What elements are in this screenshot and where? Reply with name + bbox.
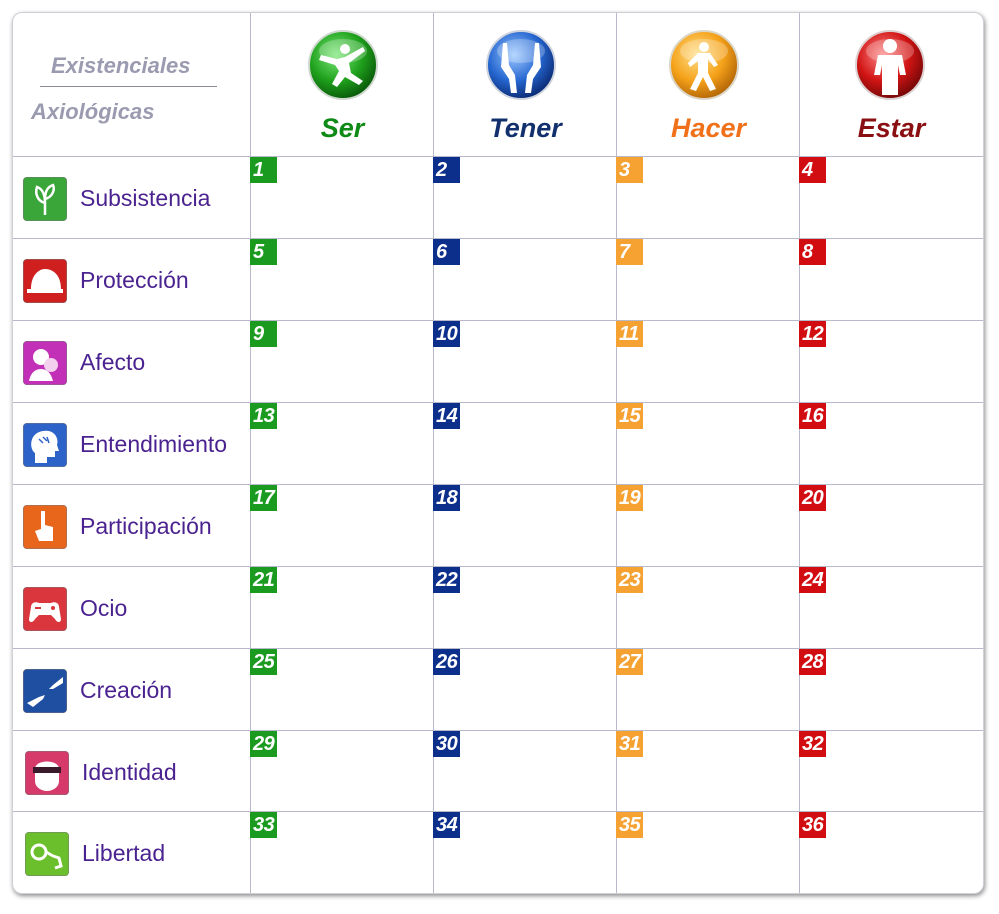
- row-label-subsistencia: Subsistencia: [80, 184, 211, 211]
- cell-number-badge: 35: [616, 812, 643, 838]
- cell-number-badge: 11: [616, 321, 643, 347]
- helmet-icon: [23, 259, 67, 303]
- cell-number-badge: 3: [616, 157, 643, 183]
- row-label-creacion: Creación: [80, 676, 173, 703]
- grid-line: [13, 238, 983, 239]
- cell-number-badge: 21: [250, 567, 277, 593]
- cell-number-badge: 7: [616, 239, 643, 265]
- row-header-subsistencia: Subsistencia: [13, 157, 250, 239]
- running-person-icon: [669, 30, 739, 100]
- row-label-ocio: Ocio: [80, 594, 128, 621]
- row-label-identidad: Identidad: [82, 758, 177, 785]
- row-label-afecto: Afecto: [80, 348, 146, 375]
- couple-icon: [23, 341, 67, 385]
- corner-axiologicas-label: Axiológicas: [31, 99, 155, 124]
- cell-number-badge: 30: [433, 731, 460, 757]
- column-title-estar: Estar: [857, 113, 926, 143]
- cell-number-badge: 34: [433, 812, 460, 838]
- row-header-entendimiento: Entendimiento: [13, 403, 250, 485]
- cell-number-badge: 29: [250, 731, 277, 757]
- standing-person-icon: [855, 30, 925, 100]
- row-header-creacion: Creación: [13, 649, 250, 731]
- cell-number-badge: 2: [433, 157, 460, 183]
- grid-line: [13, 402, 983, 403]
- grid-line: [13, 484, 983, 485]
- column-title-hacer: Hacer: [670, 113, 747, 143]
- cell-number-badge: 19: [616, 485, 643, 511]
- handcuffs-icon: [25, 832, 69, 876]
- grid-line: [616, 13, 617, 893]
- cell-number-badge: 12: [799, 321, 826, 347]
- cell-number-badge: 5: [250, 239, 277, 265]
- grid-line: [799, 13, 800, 893]
- grid-line: [13, 156, 983, 157]
- cell-number-badge: 9: [250, 321, 277, 347]
- cell-number-badge: 17: [250, 485, 277, 511]
- gamepad-icon: [23, 587, 67, 631]
- cell-number-badge: 24: [799, 567, 826, 593]
- cell-number-badge: 14: [433, 403, 460, 429]
- grid-line: [250, 13, 251, 893]
- column-header-estar: Estar: [800, 13, 983, 156]
- grid-line: [13, 730, 983, 731]
- row-header-ocio: Ocio: [13, 567, 250, 649]
- raised-hand-icon: [23, 505, 67, 549]
- cell-number-badge: 26: [433, 649, 460, 675]
- open-hands-icon: [486, 30, 556, 100]
- row-label-participacion: Participación: [80, 512, 212, 539]
- grid-line: [13, 648, 983, 649]
- cell-number-badge: 36: [799, 812, 826, 838]
- cell-number-badge: 31: [616, 731, 643, 757]
- column-header-ser: Ser: [251, 13, 434, 156]
- jumping-person-icon: [308, 30, 378, 100]
- column-header-tener: Tener: [434, 13, 617, 156]
- cell-number-badge: 28: [799, 649, 826, 675]
- cell-number-badge: 16: [799, 403, 826, 429]
- grid-line: [13, 566, 983, 567]
- cell-number-badge: 1: [250, 157, 277, 183]
- cell-number-badge: 13: [250, 403, 277, 429]
- cell-number-badge: 32: [799, 731, 826, 757]
- row-label-entendimiento: Entendimiento: [80, 430, 228, 457]
- row-header-libertad: Libertad: [13, 812, 250, 893]
- head-profile-icon: [23, 423, 67, 467]
- needs-matrix: Existenciales Axiológicas Ser Tener: [12, 12, 984, 894]
- cell-number-badge: 33: [250, 812, 277, 838]
- grid-line: [13, 320, 983, 321]
- cell-number-badge: 15: [616, 403, 643, 429]
- cell-number-badge: 18: [433, 485, 460, 511]
- cell-number-badge: 8: [799, 239, 826, 265]
- cell-number-badge: 4: [799, 157, 826, 183]
- row-header-afecto: Afecto: [13, 321, 250, 403]
- column-title-tener: Tener: [489, 113, 562, 143]
- cell-number-badge: 22: [433, 567, 460, 593]
- cell-number-badge: 10: [433, 321, 460, 347]
- cell-number-badge: 23: [616, 567, 643, 593]
- row-header-identidad: Identidad: [13, 731, 250, 813]
- column-header-hacer: Hacer: [617, 13, 800, 156]
- masked-face-icon: [25, 751, 69, 795]
- sprout-icon: [23, 177, 67, 221]
- row-header-proteccion: Protección: [13, 239, 250, 321]
- corner-divider: [40, 86, 217, 87]
- row-label-proteccion: Protección: [80, 266, 189, 293]
- corner-existenciales-label: Existenciales: [51, 53, 191, 78]
- cell-number-badge: 6: [433, 239, 460, 265]
- row-label-libertad: Libertad: [82, 839, 166, 866]
- creation-hands-icon: [23, 669, 67, 713]
- column-title-ser: Ser: [320, 113, 365, 143]
- cell-number-badge: 25: [250, 649, 277, 675]
- cell-number-badge: 20: [799, 485, 826, 511]
- row-header-participacion: Participación: [13, 485, 250, 567]
- cell-number-badge: 27: [616, 649, 643, 675]
- grid-line: [13, 811, 983, 812]
- grid-line: [433, 13, 434, 893]
